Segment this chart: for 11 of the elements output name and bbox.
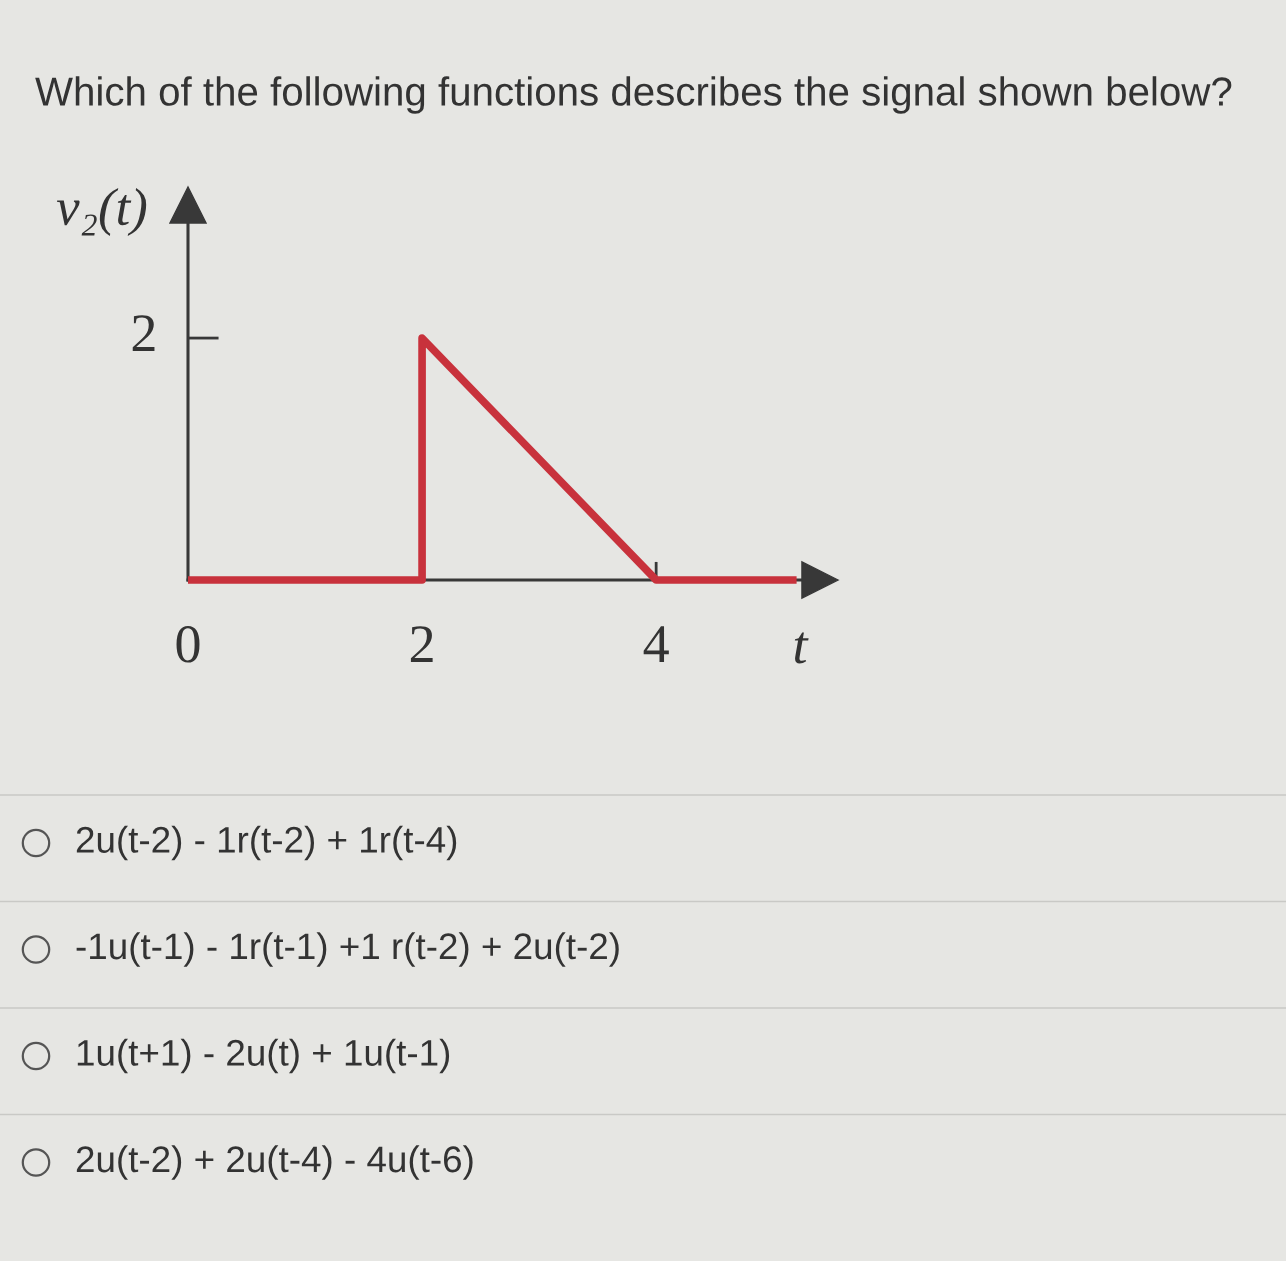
text: 2u(t-2) - 1r(t-2) + 1r(t-4) — [76, 825, 457, 861]
chart-title: Which of the following functions describes the signal shown below? — [35, 76, 1232, 114]
y-axis-title: v₂(t) — [56, 188, 147, 236]
text: -1u(t-1) - 1r(t-1) +1 r(t-2) + 2u(t-2) — [76, 932, 619, 967]
x-tick-label: 0 — [176, 626, 200, 663]
text: 2u(t-2) + 2u(t-4) - 4u(t-6) — [76, 1145, 473, 1180]
x-tick-label: 2 — [410, 626, 433, 663]
x-axis-title: t — [794, 632, 809, 664]
text: 2 — [132, 315, 155, 352]
x-tick-label: 4 — [643, 626, 669, 663]
text: 1u(t+1) - 2u(t) + 1u(t-1) — [77, 1038, 450, 1074]
